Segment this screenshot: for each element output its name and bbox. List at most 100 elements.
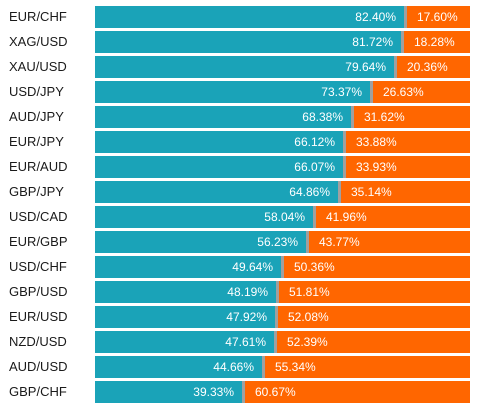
bar-track: 58.04% 41.96%	[95, 206, 470, 228]
long-bar: 66.12%	[95, 131, 343, 153]
chart-row: NZD/USD 47.61% 52.39%	[0, 331, 483, 356]
long-bar: 82.40%	[95, 6, 404, 28]
short-bar: 33.88%	[346, 131, 470, 153]
long-value-label: 48.19%	[227, 285, 268, 299]
chart-row: USD/CHF 49.64% 50.36%	[0, 256, 483, 281]
short-bar: 60.67%	[245, 381, 470, 403]
short-bar: 33.93%	[346, 156, 470, 178]
chart-row: GBP/CHF 39.33% 60.67%	[0, 381, 483, 406]
short-bar: 17.60%	[407, 6, 470, 28]
short-bar: 20.36%	[397, 56, 470, 78]
category-label: GBP/USD	[9, 284, 68, 299]
long-bar: 68.38%	[95, 106, 351, 128]
short-value-label: 18.28%	[414, 35, 455, 49]
long-bar: 49.64%	[95, 256, 281, 278]
bar-track: 64.86% 35.14%	[95, 181, 470, 203]
category-label: GBP/JPY	[9, 184, 64, 199]
short-value-label: 51.81%	[289, 285, 330, 299]
category-label: EUR/CHF	[9, 9, 67, 24]
short-bar: 26.63%	[373, 81, 470, 103]
long-bar: 58.04%	[95, 206, 313, 228]
short-value-label: 33.88%	[356, 135, 397, 149]
chart-row: EUR/AUD 66.07% 33.93%	[0, 156, 483, 181]
category-label: USD/CAD	[9, 209, 68, 224]
short-value-label: 52.39%	[287, 335, 328, 349]
long-bar: 73.37%	[95, 81, 370, 103]
short-value-label: 20.36%	[407, 60, 448, 74]
long-bar: 79.64%	[95, 56, 394, 78]
bar-track: 66.12% 33.88%	[95, 131, 470, 153]
short-value-label: 35.14%	[351, 185, 392, 199]
long-value-label: 81.72%	[352, 35, 393, 49]
chart-row: GBP/USD 48.19% 51.81%	[0, 281, 483, 306]
bar-track: 39.33% 60.67%	[95, 381, 470, 403]
bar-track: 79.64% 20.36%	[95, 56, 470, 78]
long-bar: 39.33%	[95, 381, 242, 403]
short-value-label: 52.08%	[288, 310, 329, 324]
short-bar: 51.81%	[279, 281, 470, 303]
category-label: EUR/USD	[9, 309, 68, 324]
short-value-label: 41.96%	[326, 210, 367, 224]
chart-row: XAG/USD 81.72% 18.28%	[0, 31, 483, 56]
short-value-label: 17.60%	[417, 10, 458, 24]
long-bar: 47.61%	[95, 331, 274, 353]
short-bar: 41.96%	[316, 206, 470, 228]
long-bar: 44.66%	[95, 356, 262, 378]
long-value-label: 64.86%	[289, 185, 330, 199]
bar-track: 82.40% 17.60%	[95, 6, 470, 28]
short-bar: 31.62%	[354, 106, 470, 128]
long-value-label: 56.23%	[257, 235, 298, 249]
category-label: AUD/JPY	[9, 109, 64, 124]
short-value-label: 55.34%	[275, 360, 316, 374]
short-value-label: 31.62%	[364, 110, 405, 124]
long-bar: 48.19%	[95, 281, 276, 303]
short-value-label: 43.77%	[319, 235, 360, 249]
long-value-label: 44.66%	[213, 360, 254, 374]
long-value-label: 68.38%	[302, 110, 343, 124]
chart-row: AUD/USD 44.66% 55.34%	[0, 356, 483, 381]
long-value-label: 73.37%	[321, 85, 362, 99]
long-bar: 64.86%	[95, 181, 338, 203]
category-label: EUR/GBP	[9, 234, 68, 249]
bar-track: 48.19% 51.81%	[95, 281, 470, 303]
category-label: EUR/AUD	[9, 159, 68, 174]
chart-row: XAU/USD 79.64% 20.36%	[0, 56, 483, 81]
long-bar: 66.07%	[95, 156, 343, 178]
long-bar: 81.72%	[95, 31, 401, 53]
bar-track: 49.64% 50.36%	[95, 256, 470, 278]
chart-row: EUR/JPY 66.12% 33.88%	[0, 131, 483, 156]
bar-track: 47.92% 52.08%	[95, 306, 470, 328]
long-value-label: 58.04%	[264, 210, 305, 224]
chart-row: USD/CAD 58.04% 41.96%	[0, 206, 483, 231]
bar-track: 73.37% 26.63%	[95, 81, 470, 103]
short-value-label: 33.93%	[356, 160, 397, 174]
category-label: GBP/CHF	[9, 384, 67, 399]
short-bar: 35.14%	[341, 181, 470, 203]
bar-track: 81.72% 18.28%	[95, 31, 470, 53]
long-value-label: 49.64%	[232, 260, 273, 274]
category-label: USD/JPY	[9, 84, 64, 99]
short-bar: 52.08%	[278, 306, 470, 328]
short-value-label: 26.63%	[383, 85, 424, 99]
bar-track: 68.38% 31.62%	[95, 106, 470, 128]
chart-row: EUR/GBP 56.23% 43.77%	[0, 231, 483, 256]
chart-row: GBP/JPY 64.86% 35.14%	[0, 181, 483, 206]
long-value-label: 47.92%	[226, 310, 267, 324]
category-label: EUR/JPY	[9, 134, 64, 149]
category-label: XAU/USD	[9, 59, 67, 74]
bar-track: 44.66% 55.34%	[95, 356, 470, 378]
category-label: AUD/USD	[9, 359, 68, 374]
chart-row: EUR/CHF 82.40% 17.60%	[0, 6, 483, 31]
short-value-label: 60.67%	[255, 385, 296, 399]
long-value-label: 39.33%	[193, 385, 234, 399]
long-bar: 47.92%	[95, 306, 275, 328]
long-value-label: 47.61%	[225, 335, 266, 349]
category-label: NZD/USD	[9, 334, 67, 349]
bar-track: 66.07% 33.93%	[95, 156, 470, 178]
short-value-label: 50.36%	[294, 260, 335, 274]
short-bar: 50.36%	[284, 256, 470, 278]
chart-row: EUR/USD 47.92% 52.08%	[0, 306, 483, 331]
chart-row: AUD/JPY 68.38% 31.62%	[0, 106, 483, 131]
long-bar: 56.23%	[95, 231, 306, 253]
